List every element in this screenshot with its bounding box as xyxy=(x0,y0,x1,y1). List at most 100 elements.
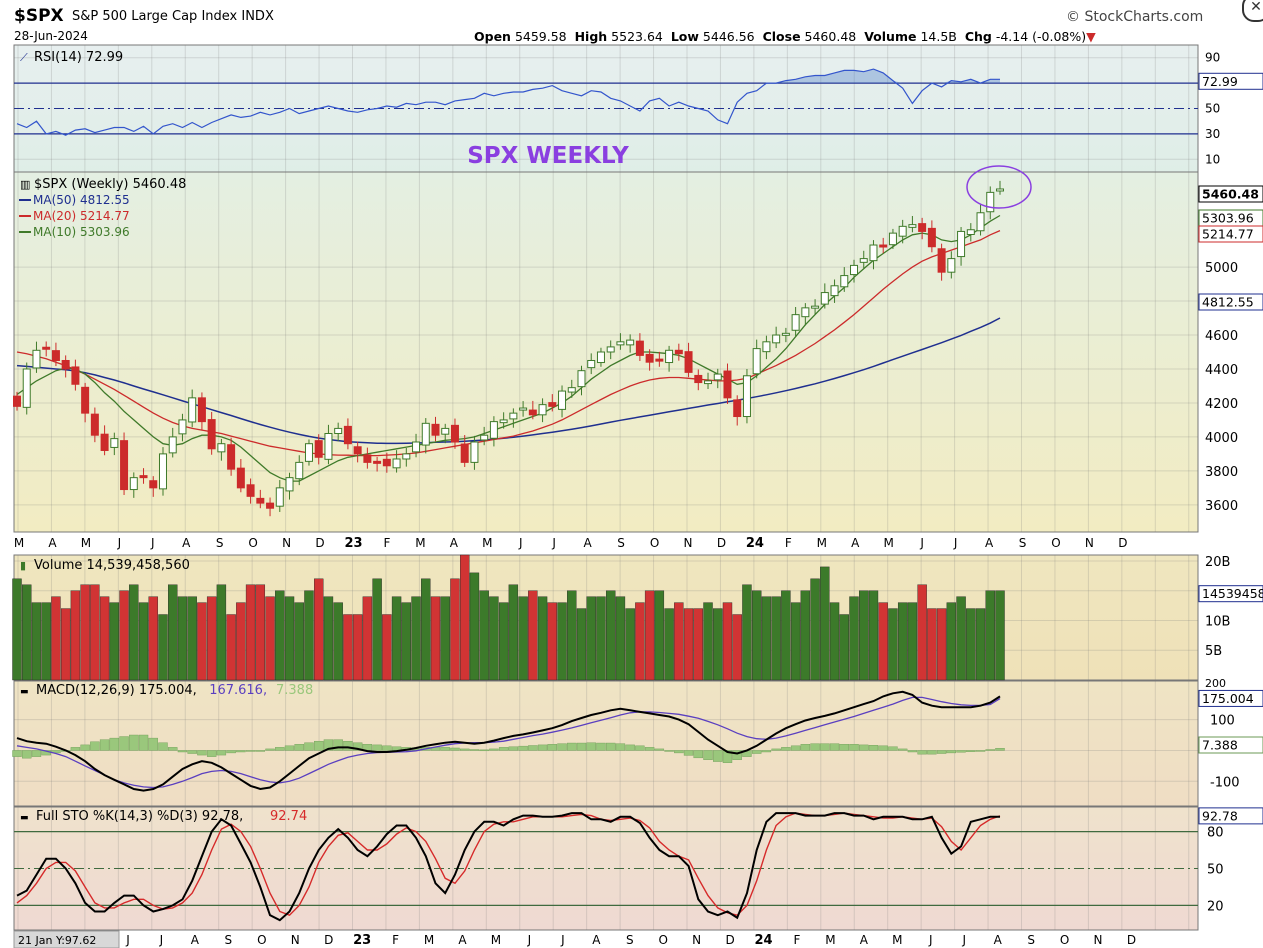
volume-bar xyxy=(148,596,158,681)
month-axis-tick: S xyxy=(617,536,625,550)
candle-body xyxy=(898,225,907,237)
candle-body xyxy=(373,460,382,464)
candle-body xyxy=(32,349,41,369)
volume-bar xyxy=(605,590,616,681)
price-legend-ma: MA(20) 5214.77 xyxy=(33,209,130,223)
volume-bar xyxy=(596,596,606,681)
volume-bar xyxy=(635,602,645,681)
sto-icon: ▬ xyxy=(20,813,29,823)
candle-body xyxy=(966,229,975,235)
chg-value: -4.14 (-0.08%) xyxy=(995,29,1087,44)
macd-histogram-bar xyxy=(138,734,149,751)
month-axis-tick: M xyxy=(415,536,425,550)
volume-bar xyxy=(664,608,674,681)
open-label: Open xyxy=(474,29,511,44)
month-axis-tick: N xyxy=(282,536,291,550)
candle-body xyxy=(587,359,596,369)
volume-bar xyxy=(771,596,781,681)
close-icon[interactable]: ✕ xyxy=(1242,0,1263,22)
macd-histogram-bar xyxy=(284,745,295,751)
macd-histogram-bar xyxy=(897,748,908,751)
high-label: High xyxy=(574,29,608,44)
month-axis-tick: M xyxy=(817,536,827,550)
candle-body xyxy=(704,380,713,385)
candle-body xyxy=(791,314,800,331)
bottom-month-axis-tick: A xyxy=(860,933,869,947)
volume-bar xyxy=(119,590,129,681)
bottom-month-axis-tick: A xyxy=(994,933,1003,947)
month-axis-tick: S xyxy=(216,536,224,550)
macd-histogram-bar xyxy=(197,750,207,756)
low-value: 5446.56 xyxy=(702,29,755,44)
macd-histogram-bar xyxy=(450,747,460,751)
candle-body xyxy=(888,232,897,246)
volume-bar xyxy=(411,596,421,681)
cursor-readout-bg xyxy=(13,930,120,948)
rsi-value-box xyxy=(1198,72,1263,90)
candle-body xyxy=(81,386,90,414)
macd-histogram-bar xyxy=(936,750,947,754)
candle-body xyxy=(733,399,742,418)
rsi-legend: RSI(14) 72.99 xyxy=(34,50,123,65)
month-axis-tick: A xyxy=(182,536,191,550)
month-axis-tick: N xyxy=(1085,536,1094,550)
volume-bar xyxy=(401,602,412,681)
candle-body xyxy=(635,340,644,356)
volume-bar xyxy=(888,608,898,681)
macd-histogram-bar xyxy=(751,750,762,754)
macd-histogram-bar xyxy=(22,750,32,759)
price-axis-tick: 3800 xyxy=(1205,465,1238,480)
candle-body xyxy=(996,188,1004,192)
candle-body xyxy=(645,353,654,363)
candle-body xyxy=(324,433,333,460)
candle-body xyxy=(772,334,781,344)
macd-legend-signal: 167.616, xyxy=(209,683,267,698)
month-axis-tick: J xyxy=(518,536,523,550)
volume-bar xyxy=(343,614,353,681)
watermark-text: StockCharts.com xyxy=(1084,9,1204,25)
month-axis-tick: M xyxy=(81,536,91,550)
close-value: 5460.48 xyxy=(804,29,857,44)
bottom-month-axis-tick: M xyxy=(825,933,835,947)
macd-histogram-bar xyxy=(849,744,859,751)
macd-histogram-bar xyxy=(966,750,976,752)
candle-body xyxy=(343,425,352,445)
candle-body xyxy=(120,440,129,491)
month-axis-tick: O xyxy=(248,536,257,550)
bottom-month-axis-tick: N xyxy=(692,933,701,947)
ticker-name: S&P 500 Large Cap Index INDX xyxy=(72,9,274,24)
candle-body xyxy=(976,212,985,232)
candle-body xyxy=(42,346,51,350)
macd-histogram-bar xyxy=(878,745,888,751)
macd-histogram-bar xyxy=(99,739,110,751)
macd-histogram-bar xyxy=(713,750,723,762)
candle-body xyxy=(61,359,70,370)
volume-bar xyxy=(537,596,548,681)
macd-histogram-bar xyxy=(557,743,567,751)
candle-body xyxy=(596,351,605,364)
macd-histogram-bar xyxy=(635,745,645,751)
volume-bar xyxy=(713,608,723,681)
month-axis-tick: J xyxy=(551,536,556,550)
price-legend-main: $SPX (Weekly) 5460.48 xyxy=(34,177,186,192)
sto-axis-tick: 80 xyxy=(1207,826,1224,841)
volume-bar xyxy=(751,590,762,681)
volume-bar xyxy=(693,608,703,681)
volume-bar xyxy=(849,596,859,681)
bottom-month-axis-tick: J xyxy=(527,933,532,947)
volume-bar xyxy=(761,596,772,681)
macd-legend: MACD(12,26,9) 175.004, xyxy=(36,683,197,698)
volume-bar xyxy=(129,584,139,681)
volume-bar xyxy=(936,608,947,681)
candle-body xyxy=(879,244,888,248)
bottom-month-axis-tick: J xyxy=(961,933,966,947)
ma20-value-box xyxy=(1198,225,1263,243)
volume-label: Volume xyxy=(864,29,917,44)
volume-bar xyxy=(284,596,295,681)
volume-bar xyxy=(790,602,801,681)
candle-body xyxy=(392,458,401,469)
bottom-month-axis-tick: O xyxy=(257,933,266,947)
volume-bar xyxy=(382,614,392,681)
macd-histogram-bar xyxy=(216,750,227,756)
